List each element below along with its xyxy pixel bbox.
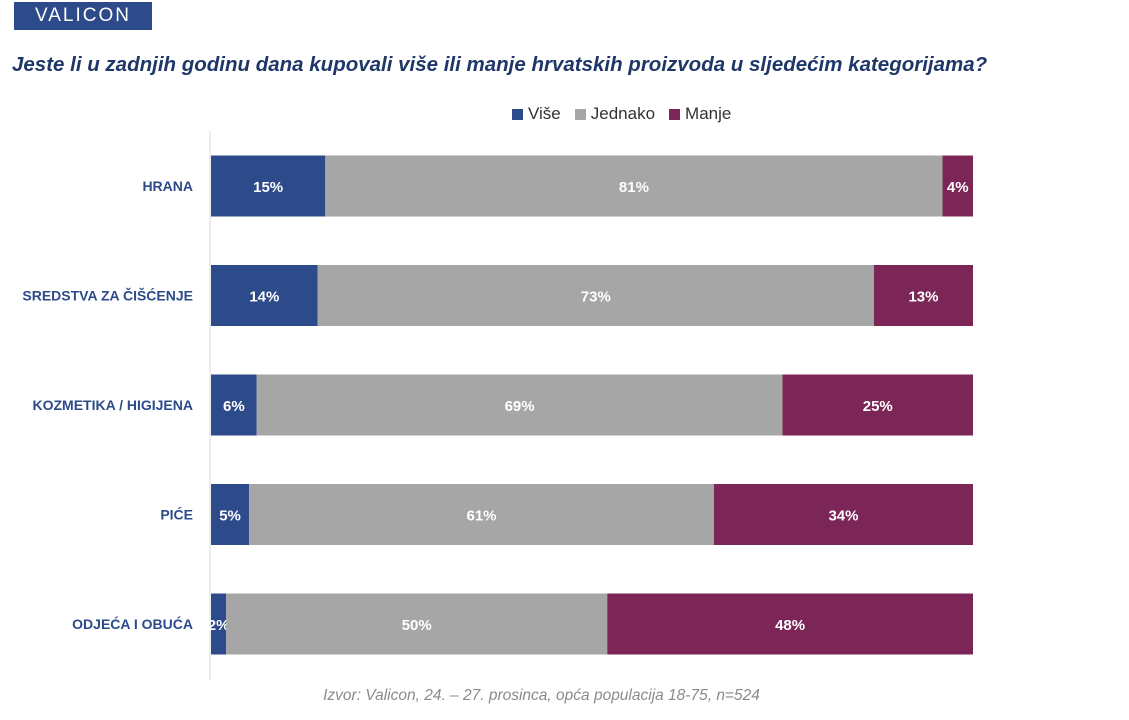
- category-label: PIĆE: [160, 506, 193, 523]
- legend-item-vise: Više: [512, 104, 561, 124]
- legend-swatch-jednako: [574, 108, 586, 120]
- legend-swatch-vise: [512, 108, 523, 120]
- legend-swatch-manje: [669, 108, 681, 120]
- data-label: 14%: [249, 289, 279, 306]
- data-label: 69%: [505, 398, 535, 415]
- data-label: 2%: [208, 617, 230, 634]
- bar-segment: [256, 374, 783, 436]
- data-label: 6%: [223, 398, 245, 415]
- data-label: 15%: [253, 179, 283, 196]
- valicon-logo: VALICON: [14, 2, 152, 30]
- data-label: 50%: [402, 617, 432, 634]
- data-label: 61%: [466, 508, 496, 525]
- bar-segment: [211, 484, 250, 545]
- category-label: SREDSTVA ZA ČIŠĆENJE: [22, 287, 193, 304]
- bar-segment: [713, 484, 973, 545]
- bar-segment: [226, 593, 608, 655]
- category-label: KOZMETIKA / HIGIJENA: [33, 397, 194, 413]
- category-label: HRANA: [142, 178, 193, 194]
- legend-item-jednako: Jednako: [574, 104, 656, 124]
- legend-label-vise: Više: [528, 104, 561, 123]
- data-label: 34%: [828, 508, 858, 525]
- legend-label-jednako: Jednako: [590, 104, 656, 123]
- bar-segment: [873, 265, 973, 326]
- chart-legend: Više Jednako Manje: [512, 103, 731, 125]
- bar-segment: [317, 265, 874, 326]
- bar-segment: [249, 484, 714, 545]
- bar-segment: [211, 265, 318, 326]
- bar-segment: [607, 593, 973, 655]
- legend-label-manje: Manje: [685, 104, 732, 123]
- data-label: 5%: [219, 508, 241, 525]
- data-label: 48%: [775, 617, 805, 634]
- data-label: 25%: [863, 398, 893, 415]
- bar-segment: [325, 155, 943, 217]
- source-note: Izvor: Valicon, 24. – 27. prosinca, opća…: [323, 687, 760, 704]
- bar-segment: [211, 593, 227, 655]
- legend-item-manje: Manje: [669, 104, 731, 124]
- bar-segment: [211, 374, 257, 436]
- bar-segment: [942, 155, 973, 217]
- bar-segment: [211, 155, 326, 217]
- bar-segment: [782, 374, 973, 436]
- data-label: 73%: [581, 289, 611, 306]
- data-label: 81%: [619, 179, 649, 196]
- data-label: 4%: [947, 179, 969, 196]
- data-label: 13%: [908, 289, 938, 306]
- category-label: ODJEĆA I OBUĆA: [72, 615, 193, 632]
- chart-title: Jeste li u zadnjih godinu dana kupovali …: [12, 53, 988, 76]
